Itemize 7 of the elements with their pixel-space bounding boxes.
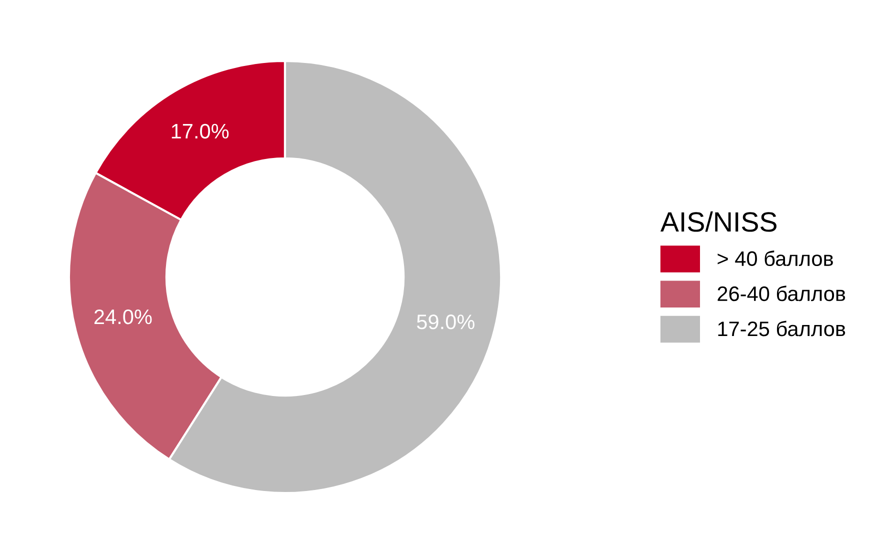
- legend-label: > 40 баллов: [718, 250, 833, 266]
- legend-label: 26-40 баллов: [718, 286, 846, 302]
- legend-label: 17-25 баллов: [718, 320, 846, 336]
- data-label: 17.0%: [172, 124, 229, 139]
- data-label: 59.0%: [416, 314, 474, 330]
- data-label: 24.0%: [94, 309, 152, 324]
- legend-title: AIS/NISS: [660, 211, 776, 232]
